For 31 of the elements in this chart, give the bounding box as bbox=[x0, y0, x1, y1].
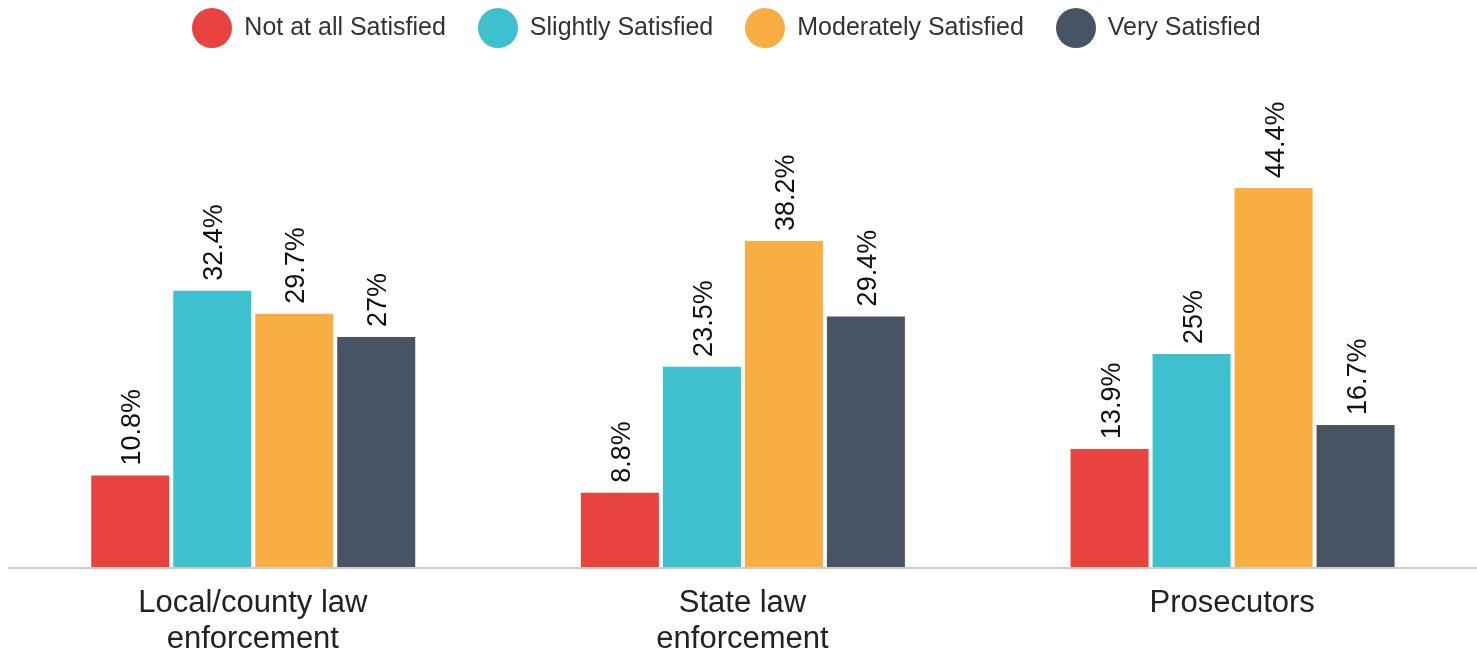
bar bbox=[1234, 188, 1313, 568]
bar bbox=[1070, 449, 1149, 568]
data-label: 27% bbox=[362, 272, 393, 327]
bar bbox=[580, 492, 659, 568]
bar bbox=[91, 475, 170, 568]
legend-label: Moderately Satisfied bbox=[797, 11, 1024, 40]
bar bbox=[1316, 425, 1395, 568]
data-label: 44.4% bbox=[1259, 101, 1290, 178]
data-label: 29.7% bbox=[280, 227, 311, 304]
x-tick-label: State law enforcement bbox=[656, 584, 830, 648]
x-tick-label: Prosecutors bbox=[1149, 584, 1315, 619]
bar bbox=[744, 241, 823, 568]
bar bbox=[662, 366, 741, 568]
bar bbox=[255, 313, 334, 568]
data-label: 32.4% bbox=[198, 204, 229, 281]
data-label: 16.7% bbox=[1341, 338, 1372, 416]
legend-label: Not at all Satisfied bbox=[244, 11, 446, 40]
legend-label: Slightly Satisfied bbox=[529, 11, 714, 40]
data-label: 13.9% bbox=[1095, 362, 1126, 440]
data-label: 10.8% bbox=[116, 389, 147, 466]
x-tick-label: Local/county law enforcement bbox=[138, 584, 369, 648]
bar bbox=[337, 336, 416, 568]
legend-label: Very Satisfied bbox=[1107, 11, 1261, 40]
bar bbox=[1152, 354, 1231, 568]
bar bbox=[826, 316, 905, 568]
data-label: 38.2% bbox=[769, 154, 800, 232]
data-label: 23.5% bbox=[687, 280, 718, 357]
data-label: 25% bbox=[1177, 289, 1208, 345]
data-label: 8.8% bbox=[605, 421, 636, 483]
bar bbox=[173, 290, 252, 568]
data-label: 29.4% bbox=[851, 229, 882, 307]
